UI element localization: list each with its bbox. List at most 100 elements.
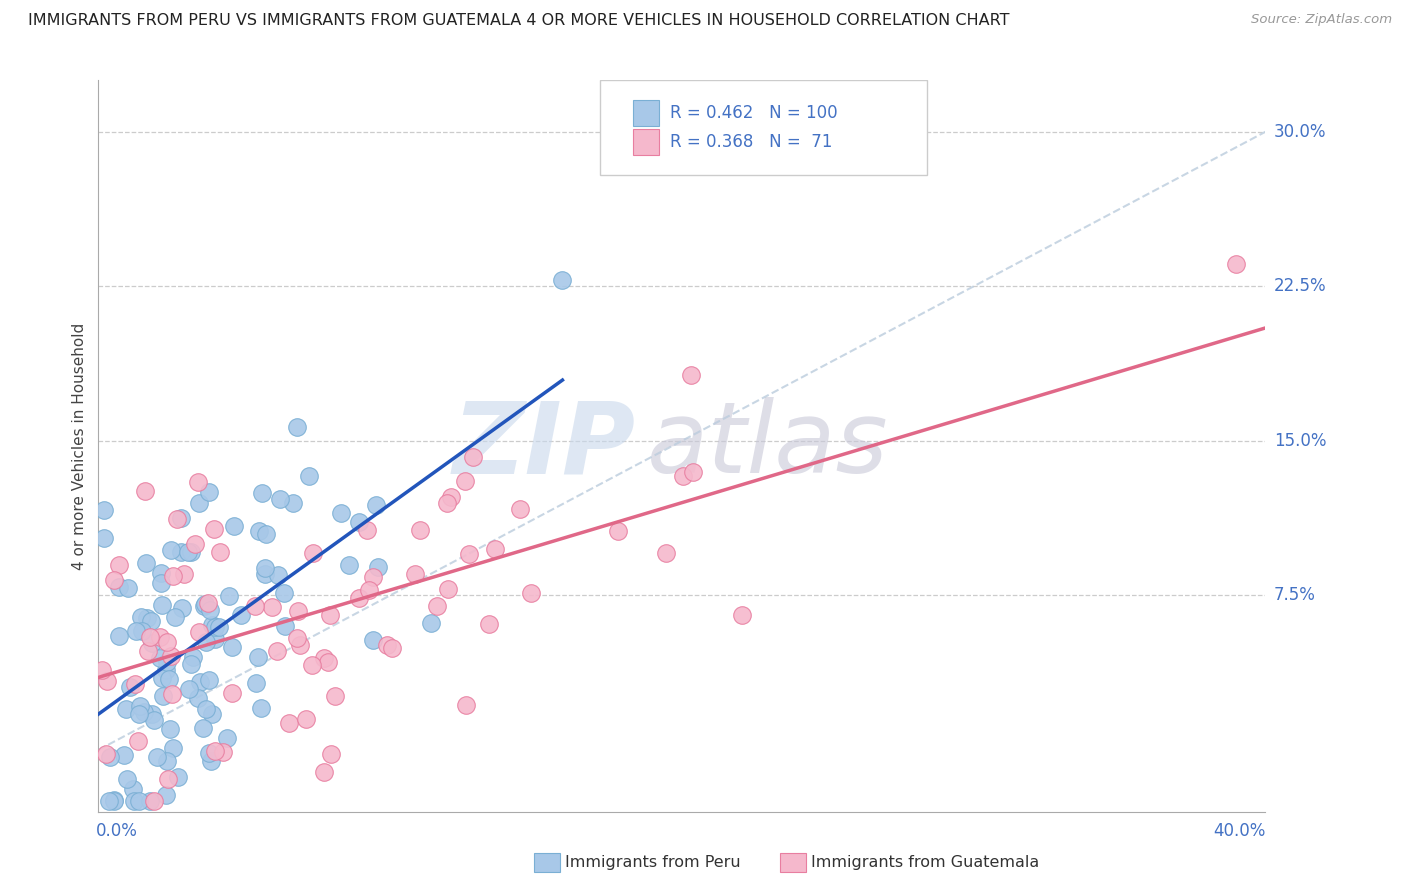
Point (131, 624, 153, 639)
Bar (633, 100, 658, 126)
Point (139, 614, 162, 628)
Point (166, 511, 188, 525)
Point (254, 561, 277, 575)
Point (364, 498, 387, 512)
Point (222, 519, 245, 533)
Point (94, 747, 117, 761)
Point (301, 658, 323, 673)
Point (208, 620, 231, 634)
Point (357, 583, 380, 598)
Point (246, 650, 269, 665)
Point (288, 638, 311, 652)
Point (194, 597, 217, 611)
Point (115, 701, 138, 715)
Point (204, 632, 226, 646)
Point (160, 542, 183, 557)
Point (198, 673, 221, 688)
Point (138, 644, 160, 658)
Point (156, 634, 179, 648)
Point (254, 527, 277, 541)
Point (314, 651, 336, 665)
Point (436, 582, 458, 596)
Text: 30.0%: 30.0% (1274, 123, 1326, 141)
Text: Immigrants from Guatemala: Immigrants from Guatemala (811, 855, 1039, 870)
Point (204, 620, 226, 634)
Text: R = 0.368   N =  71: R = 0.368 N = 71 (671, 133, 832, 151)
Point (156, 754, 179, 768)
Point (145, 750, 167, 764)
Text: Immigrants from Peru: Immigrants from Peru (565, 855, 741, 870)
Point (98, 794, 121, 808)
Point (440, 491, 463, 505)
Point (551, 272, 574, 286)
Point (208, 545, 231, 559)
Point (143, 713, 166, 727)
Point (128, 707, 150, 722)
Point (172, 600, 194, 615)
Point (436, 496, 458, 510)
Point (267, 567, 290, 582)
Point (218, 589, 240, 603)
Text: 22.5%: 22.5% (1274, 277, 1326, 295)
Point (180, 657, 202, 672)
Point (201, 707, 224, 722)
Point (316, 655, 339, 669)
Point (314, 764, 336, 779)
Point (173, 566, 195, 581)
Point (253, 567, 276, 582)
Point (115, 772, 138, 786)
Point (93, 503, 115, 517)
Point (347, 591, 370, 605)
Point (107, 580, 129, 594)
Point (162, 741, 184, 756)
Point (93, 532, 115, 546)
Point (128, 794, 150, 808)
Point (509, 502, 531, 516)
Point (273, 586, 295, 600)
Point (367, 559, 389, 574)
Point (129, 610, 152, 624)
Point (149, 576, 172, 591)
Point (250, 486, 273, 500)
Point (250, 700, 273, 714)
Point (682, 465, 704, 479)
Point (287, 604, 309, 618)
Point (162, 569, 184, 583)
Point (197, 746, 219, 760)
Point (103, 573, 125, 587)
Point (166, 770, 188, 784)
Point (142, 794, 165, 808)
Point (337, 558, 360, 572)
Point (150, 672, 173, 686)
Point (134, 484, 156, 499)
Point (408, 524, 430, 538)
Point (283, 496, 305, 510)
Point (381, 640, 404, 655)
Point (117, 582, 139, 596)
Point (298, 468, 321, 483)
Point (170, 545, 193, 559)
Point (330, 507, 353, 521)
Text: 15.0%: 15.0% (1274, 432, 1326, 450)
Point (274, 619, 297, 633)
Point (243, 599, 266, 614)
Point (204, 744, 226, 758)
Point (180, 545, 202, 559)
Point (323, 689, 346, 703)
Point (361, 570, 384, 584)
Point (141, 635, 163, 649)
Point (266, 644, 288, 658)
Point (463, 450, 485, 465)
Point (108, 558, 131, 573)
Point (197, 596, 219, 610)
Point (177, 544, 200, 558)
Point (149, 651, 172, 665)
Point (139, 794, 162, 808)
Point (139, 631, 162, 645)
Point (194, 635, 217, 649)
Point (245, 675, 267, 690)
Bar (633, 129, 658, 155)
Point (285, 631, 308, 645)
Point (162, 687, 184, 701)
Point (520, 586, 543, 600)
